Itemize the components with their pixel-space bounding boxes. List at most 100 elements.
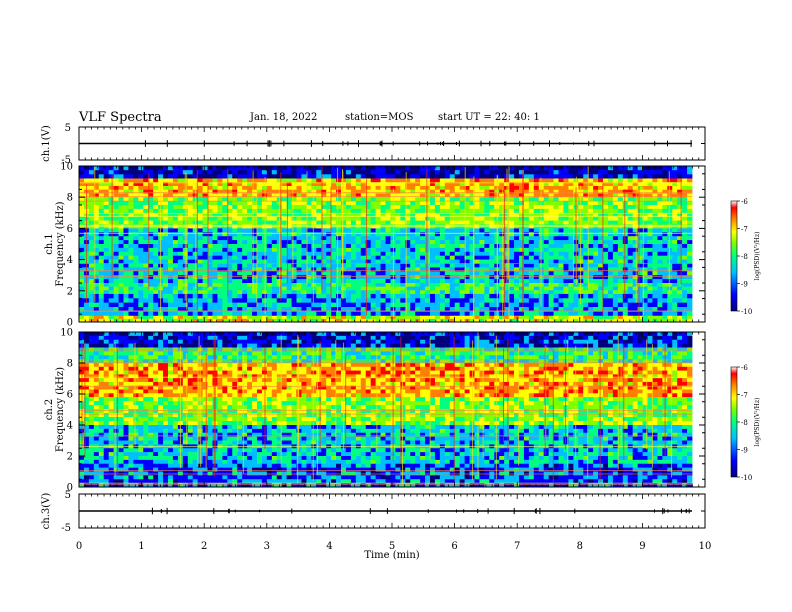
ch1-spec-cell (375, 286, 381, 291)
ch1-spec-cell (350, 315, 357, 320)
ch1-spec-cell (509, 315, 515, 320)
ch1-spec-cell (449, 182, 456, 187)
ch1-spec-cell (350, 293, 357, 299)
ch1-spec-cell (103, 232, 110, 237)
ch1-spec-cell (632, 220, 639, 225)
ch1-spec-cell (410, 232, 416, 237)
ch1-spec-cell (98, 197, 105, 202)
ch1-spec-cell (469, 182, 475, 187)
ch1-spec-cell (622, 263, 629, 268)
ch1-spec-cell (385, 311, 391, 317)
ch1-spec-cell (642, 208, 648, 214)
ch1-spec-cell (316, 286, 322, 291)
ch1-spec-cell (118, 236, 124, 241)
station-label: station=MOS (345, 112, 414, 123)
ch1-spec-cell (143, 302, 149, 308)
ch1-spec-cell (583, 228, 589, 233)
ch1-spec-cell (677, 197, 683, 202)
ch1-spec-cell (138, 216, 144, 221)
ch1-spec-cell (350, 228, 357, 233)
ch1-spec-cell (153, 318, 159, 323)
ch1-spec-cell (177, 302, 184, 308)
ch1-spec-cell (316, 311, 322, 317)
ch1-spec-cell (355, 275, 362, 280)
ch1-spec-cell (682, 208, 688, 214)
ch1-spec-cell (93, 267, 100, 272)
ch1-spec-cell (261, 267, 268, 272)
ch1-spec-cell (163, 251, 169, 256)
ch1-spec-cell (232, 244, 238, 249)
ch1-spec-cell (677, 293, 683, 299)
ch1-spec-cell (256, 205, 263, 210)
ch1-spec-cell (232, 228, 238, 233)
ch1-spec-cell (281, 216, 288, 221)
ch1-spec-cell (93, 216, 100, 221)
ch1-spec-cell (172, 236, 179, 241)
ch1-spec-cell (548, 212, 554, 217)
ch1-spec-cell (311, 259, 317, 264)
ch1-spec-cell (350, 255, 357, 260)
ch1-spec-cell (454, 283, 461, 287)
ch1-spec-cell (227, 293, 233, 299)
ch1-spec-cell (128, 267, 134, 272)
ch1-spec-cell (543, 212, 550, 217)
ch1-spec-cell (405, 293, 411, 299)
ch1-spec-cell (227, 232, 233, 237)
ch1-spec-cell (242, 283, 248, 287)
ch1-spec-cell (400, 259, 406, 264)
ch1-spec-cell (237, 247, 243, 253)
ch1-spec-cell (568, 220, 574, 225)
ch1-spec-cell (316, 263, 322, 268)
ch1-spec-cell (128, 182, 134, 187)
ch1-spec-cell (420, 247, 426, 253)
ch1-spec-cell (256, 220, 263, 225)
ch1-spec-cell (533, 279, 540, 284)
ch1-spec-cell (573, 302, 579, 308)
ch1-spec-cell (514, 232, 520, 237)
ch1-spec-cell (617, 174, 624, 179)
ch1-spec-cell (266, 302, 273, 308)
ch1-spec-cell (647, 259, 653, 264)
ch1-spec-cell (553, 220, 559, 225)
ch1-spec-cell (370, 228, 377, 233)
ch1-spec-cell (331, 236, 337, 241)
ch1-spec-cell (464, 244, 470, 249)
ch1-spec-cell (598, 240, 604, 245)
ch1-spec-cell (237, 166, 243, 171)
ch1-spec-cell (271, 311, 278, 317)
ch1-spec-cell (133, 236, 139, 241)
ch1-spec-cell (163, 286, 169, 291)
ch1-spec-cell (286, 170, 292, 175)
ch1-spec-cell (652, 212, 658, 217)
ch1-spec-cell (380, 259, 386, 264)
ch1-spec-cell (454, 259, 461, 264)
ch1-spec-cell (434, 263, 441, 268)
ch1-spec-cell (252, 298, 258, 303)
ch1-spec-cell (252, 259, 258, 264)
ch1-spec-cell (380, 228, 386, 233)
ch1-spec-cell (647, 185, 653, 191)
ch1-spec-cell (390, 166, 396, 171)
ch1-spec-cell (568, 182, 574, 187)
ch1-spec-cell (647, 212, 653, 217)
ch1-spec-cell (321, 228, 327, 233)
ch1-spec-cell (672, 267, 678, 272)
ch1-spec-cell (212, 293, 218, 299)
ch1-spec-cell (306, 271, 312, 276)
ch1-spec-cell (390, 315, 396, 320)
ch1-spec-cell (489, 228, 495, 233)
ch1-spec-cell (553, 174, 559, 179)
ch1-spec-cell (341, 178, 347, 183)
ch1-spec-cell (553, 166, 559, 171)
ch1-spec-cell (617, 170, 624, 175)
ch1-spec-cell (489, 279, 495, 284)
ch1-spec-cell (365, 182, 372, 187)
ch1-spec-cell (415, 271, 421, 276)
ch1-spec-cell (271, 315, 278, 320)
ch1-spec-cell (98, 193, 105, 198)
ch1-spec-cell (622, 201, 629, 206)
ch1-spec-cell (429, 174, 436, 179)
ch1-spec-cell (687, 236, 693, 241)
ch1-spec-cell (306, 216, 312, 221)
ch1-spec-cell (662, 174, 668, 179)
